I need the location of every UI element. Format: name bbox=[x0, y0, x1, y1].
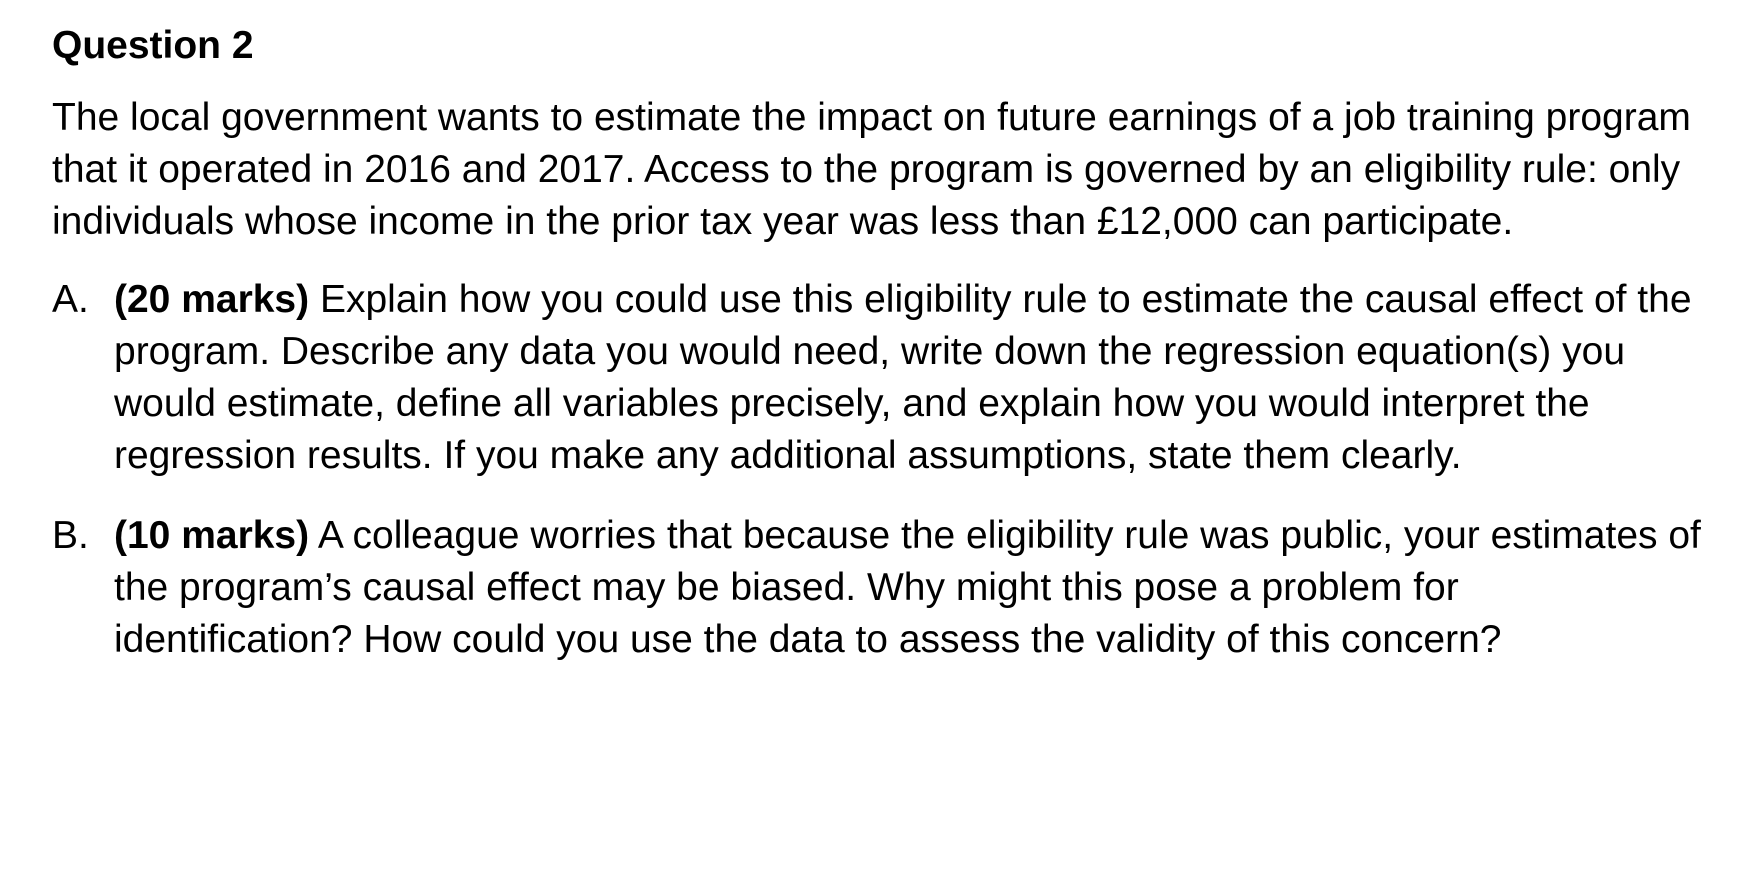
part-a-marks: (20 marks) bbox=[114, 278, 310, 321]
part-b-marks: (10 marks) bbox=[114, 514, 310, 557]
question-title: Question 2 bbox=[52, 24, 254, 67]
question-intro: The local government wants to estimate t… bbox=[52, 96, 1691, 243]
question-part-a: A. (20 marks) Explain how you could use … bbox=[52, 274, 1706, 482]
part-a-letter: A. bbox=[52, 278, 89, 321]
part-a-text: Explain how you could use this eligibili… bbox=[114, 278, 1692, 477]
part-b-body: (10 marks) A colleague worries that beca… bbox=[114, 510, 1706, 666]
part-b-text: A colleague worries that because the eli… bbox=[114, 514, 1701, 661]
part-a-body: (20 marks) Explain how you could use thi… bbox=[114, 274, 1706, 482]
question-part-b: B. (10 marks) A colleague worries that b… bbox=[52, 510, 1706, 666]
part-b-letter: B. bbox=[52, 514, 89, 557]
